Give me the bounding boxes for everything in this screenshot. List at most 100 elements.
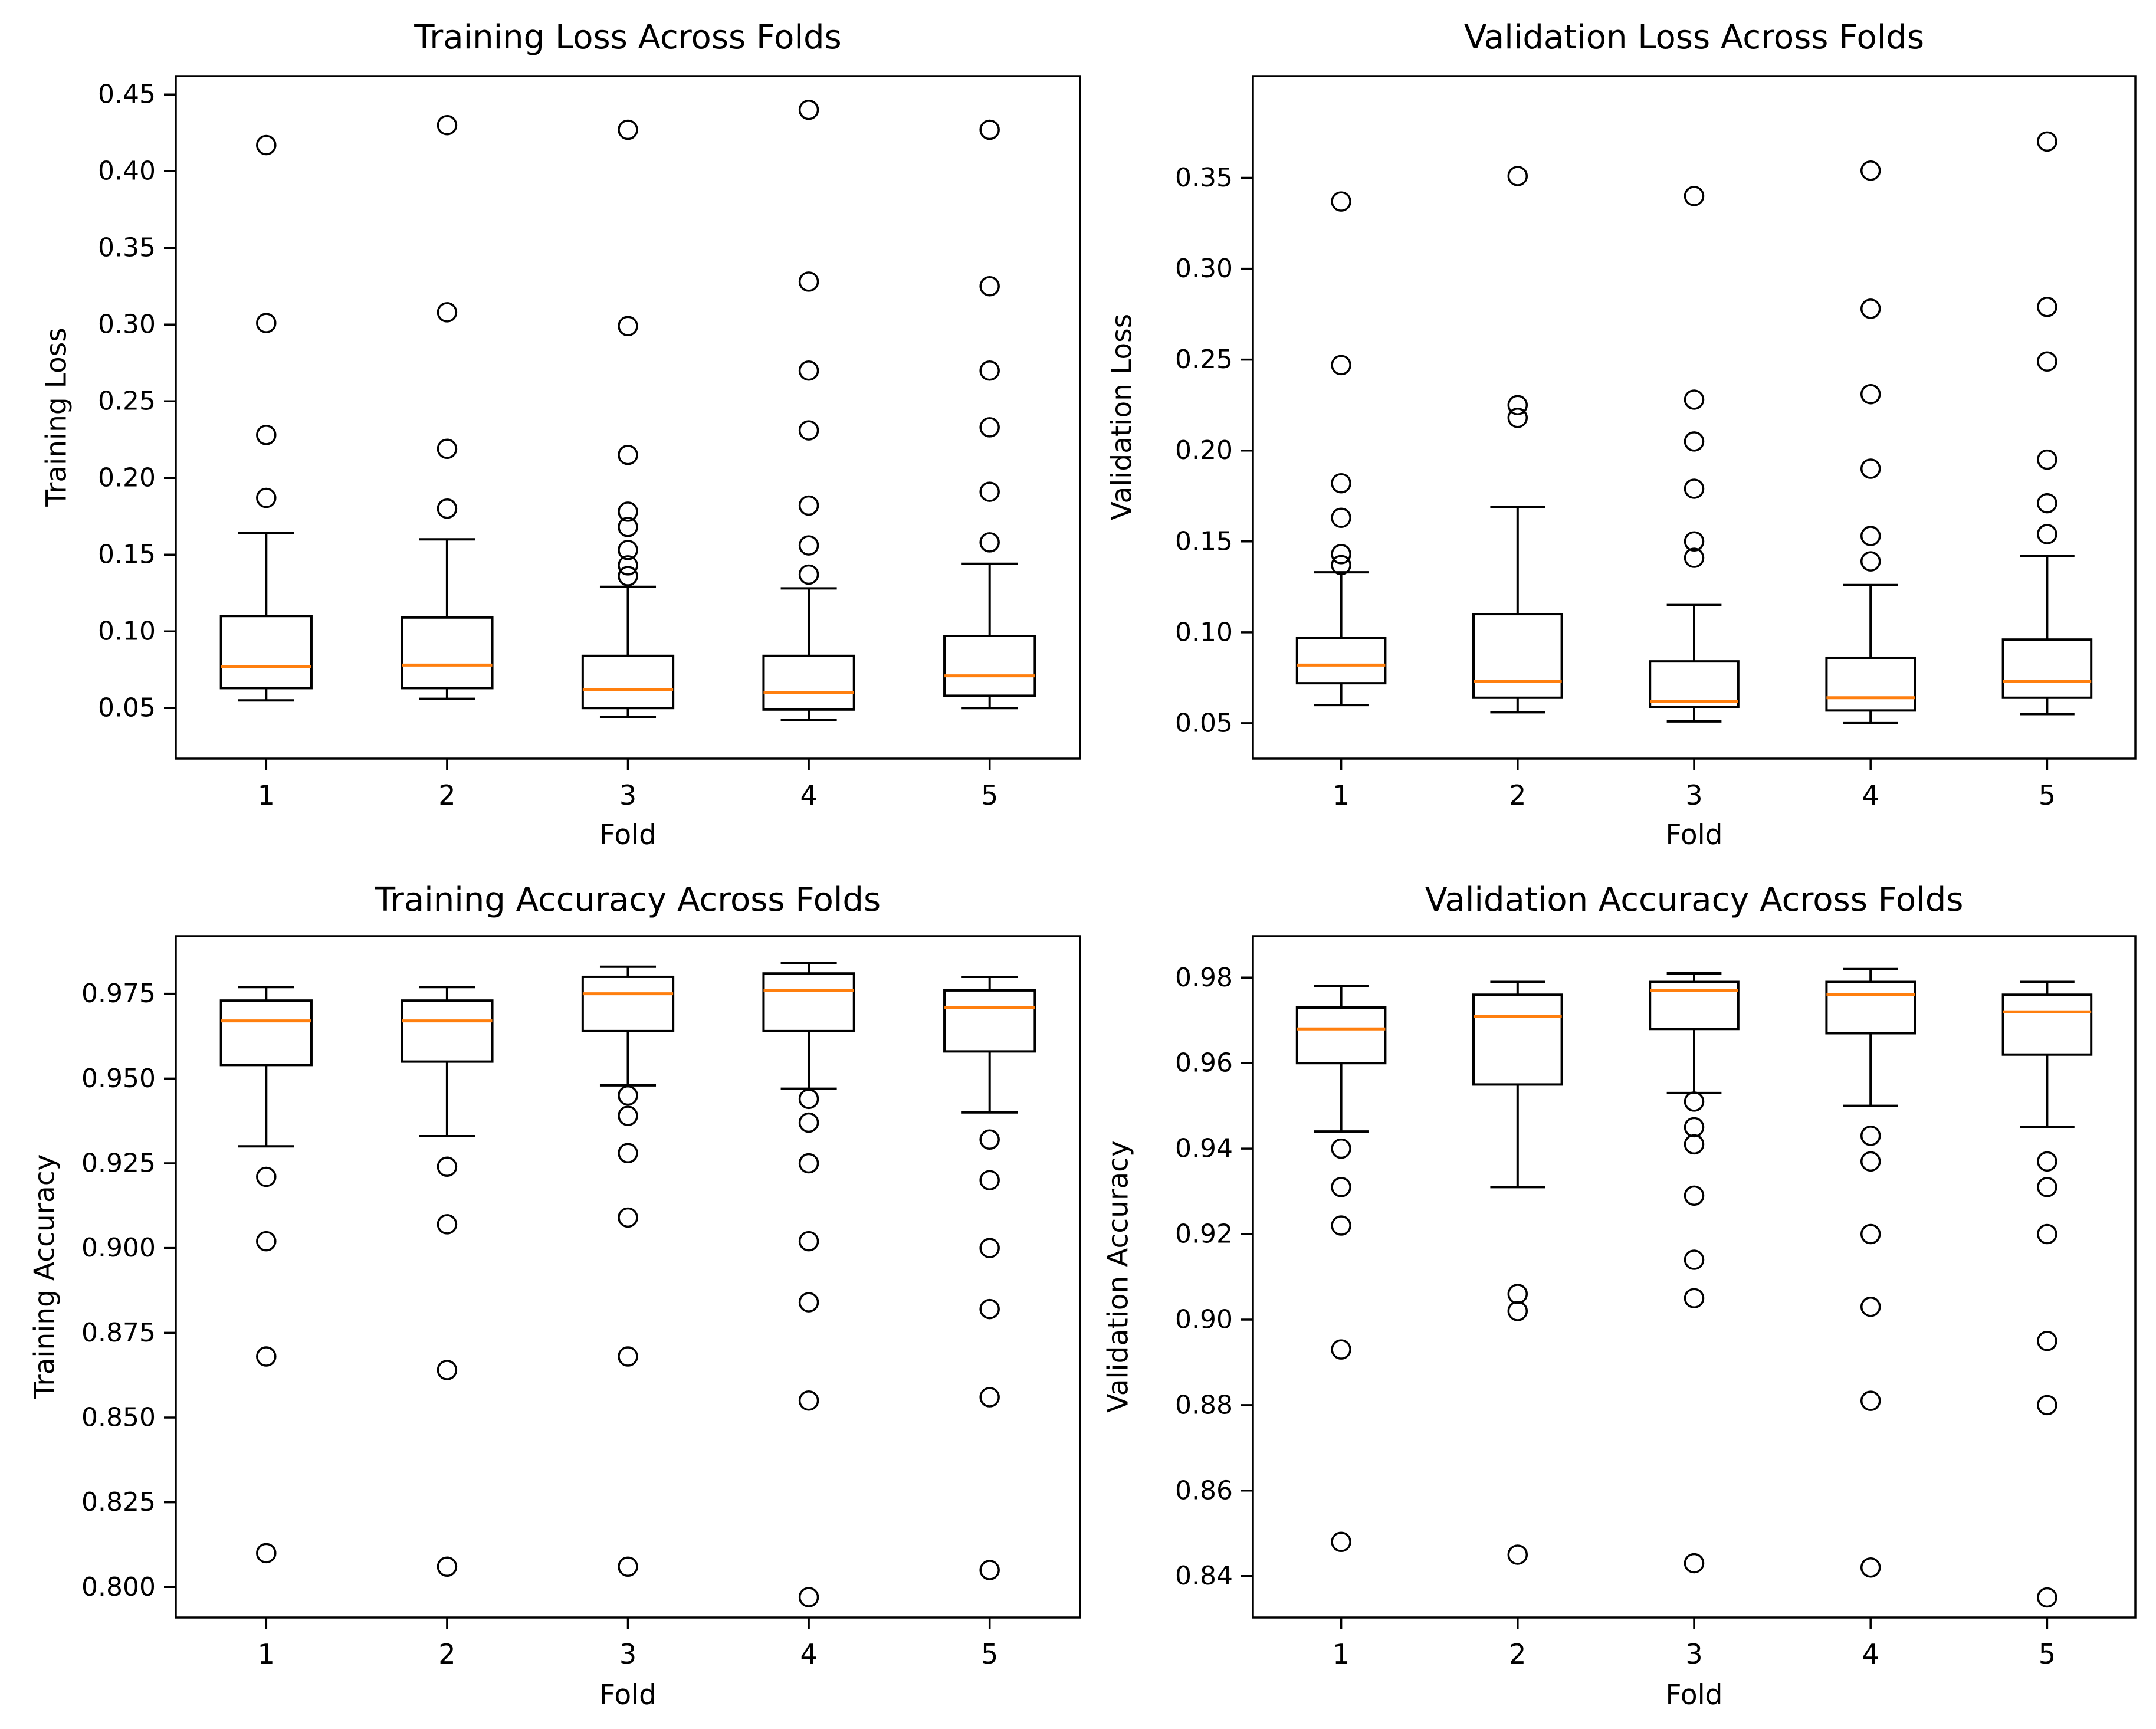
y-tick-label: 0.05 [98,693,156,723]
outlier-marker [1684,1288,1705,1308]
outlier-marker [1684,389,1705,410]
y-tick-label: 0.950 [81,1064,156,1094]
iqr-box [581,975,675,1032]
y-tick-label: 0.05 [1175,708,1233,738]
outlier-marker [1860,1557,1881,1578]
x-axis-label: Fold [1665,1679,1723,1711]
iqr-box [1295,1006,1387,1065]
outlier-marker [256,425,277,445]
outlier-marker [979,1298,1000,1320]
outlier-marker [979,119,1000,140]
outlier-marker [1684,547,1705,568]
x-tick-label: 5 [2039,1638,2056,1670]
y-tick-label: 0.35 [98,233,156,263]
axes-frame [1252,75,2137,760]
iqr-box [1825,980,1917,1035]
outlier-marker [979,481,1000,502]
x-tick-label: 1 [1333,1638,1350,1670]
y-axis-label: Training Loss [40,327,73,507]
x-tick-label: 2 [1509,779,1526,811]
outlier-marker [256,1346,277,1367]
y-axis-label: Validation Loss [1105,313,1138,521]
outlier-marker [1331,355,1351,376]
iqr-box [1295,637,1387,685]
outlier-marker [1331,191,1351,212]
y-tick-label: 0.30 [1175,254,1233,284]
y-tick-label: 0.84 [1175,1561,1233,1591]
outlier-marker [1684,1117,1705,1138]
iqr-box [762,654,855,711]
outlier-marker [1684,478,1705,499]
outlier-marker [437,114,458,136]
chart-title: Training Accuracy Across Folds [375,881,881,919]
outlier-marker [437,1156,458,1177]
outlier-marker [798,99,819,120]
outlier-marker [1860,458,1881,479]
outlier-marker [1331,507,1351,528]
outlier-marker [1860,1223,1881,1245]
iqr-box [1825,656,1917,712]
y-tick-label: 0.900 [81,1233,156,1263]
x-tick-label: 5 [981,779,998,811]
y-tick-label: 0.825 [81,1487,156,1517]
outlier-marker [1331,473,1351,494]
outlier-marker [979,360,1000,381]
outlier-marker [2037,131,2057,152]
outlier-marker [256,134,277,156]
iqr-box [1472,613,1563,699]
outlier-marker [1684,1091,1705,1112]
boxplot-axes-training-accuracy: 0.800 0.825 0.850 0.875 0.900 0.925 0.950 0.975… [81,935,1081,1670]
iqr-box [2001,638,2093,699]
outlier-marker [618,1207,638,1228]
outlier-marker [2037,493,2057,514]
x-axis-label: Fold [599,819,657,851]
iqr-box [401,616,494,690]
y-tick-label: 0.10 [1175,617,1233,647]
iqr-box [762,972,855,1032]
outlier-marker [1684,431,1705,452]
outlier-marker [1331,1177,1351,1197]
outlier-marker [437,1214,458,1235]
x-tick-label: 4 [1862,779,1879,811]
outlier-marker [979,275,1000,297]
outlier-marker [979,1238,1000,1258]
x-tick-label: 1 [258,1638,275,1670]
outlier-marker [2037,1395,2057,1416]
outlier-marker [1860,1151,1881,1172]
y-tick-label: 0.10 [98,616,156,647]
y-tick-label: 0.800 [81,1572,156,1602]
y-tick-label: 0.98 [1175,963,1233,993]
outlier-marker [437,1360,458,1380]
y-tick-label: 0.86 [1175,1475,1233,1505]
x-tick-label: 2 [438,1638,455,1670]
outlier-marker [979,532,1000,553]
y-tick-label: 0.850 [81,1402,156,1432]
outlier-marker [2037,449,2057,470]
outlier-marker [256,487,277,508]
outlier-marker [618,1346,638,1367]
iqr-box [943,635,1036,697]
iqr-box [1649,660,1740,708]
y-axis-label: Validation Accuracy [1102,1140,1135,1413]
outlier-marker [618,316,638,337]
axes-frame [175,935,1081,1619]
y-tick-label: 0.15 [1175,526,1233,556]
y-tick-label: 0.15 [98,540,156,570]
x-tick-label: 3 [1685,1638,1702,1670]
outlier-marker [1860,551,1881,572]
outlier-marker [1331,544,1351,565]
outlier-marker [1860,383,1881,405]
outlier-marker [979,1387,1000,1408]
outlier-marker [1860,1390,1881,1411]
iqr-box [943,989,1036,1053]
outlier-marker [979,1560,1000,1580]
outlier-marker [1860,1296,1881,1317]
outlier-marker [618,566,638,586]
outlier-marker [2037,351,2057,372]
boxplot-axes-training-loss: 0.05 0.10 0.15 0.20 0.25 0.30 0.35 0.40 0.45 1 2 3 4… [98,75,1081,811]
outlier-marker [798,420,819,441]
iqr-box [401,999,494,1063]
y-tick-label: 0.975 [81,979,156,1009]
x-tick-label: 2 [1509,1638,1526,1670]
outlier-marker [1507,166,1528,186]
